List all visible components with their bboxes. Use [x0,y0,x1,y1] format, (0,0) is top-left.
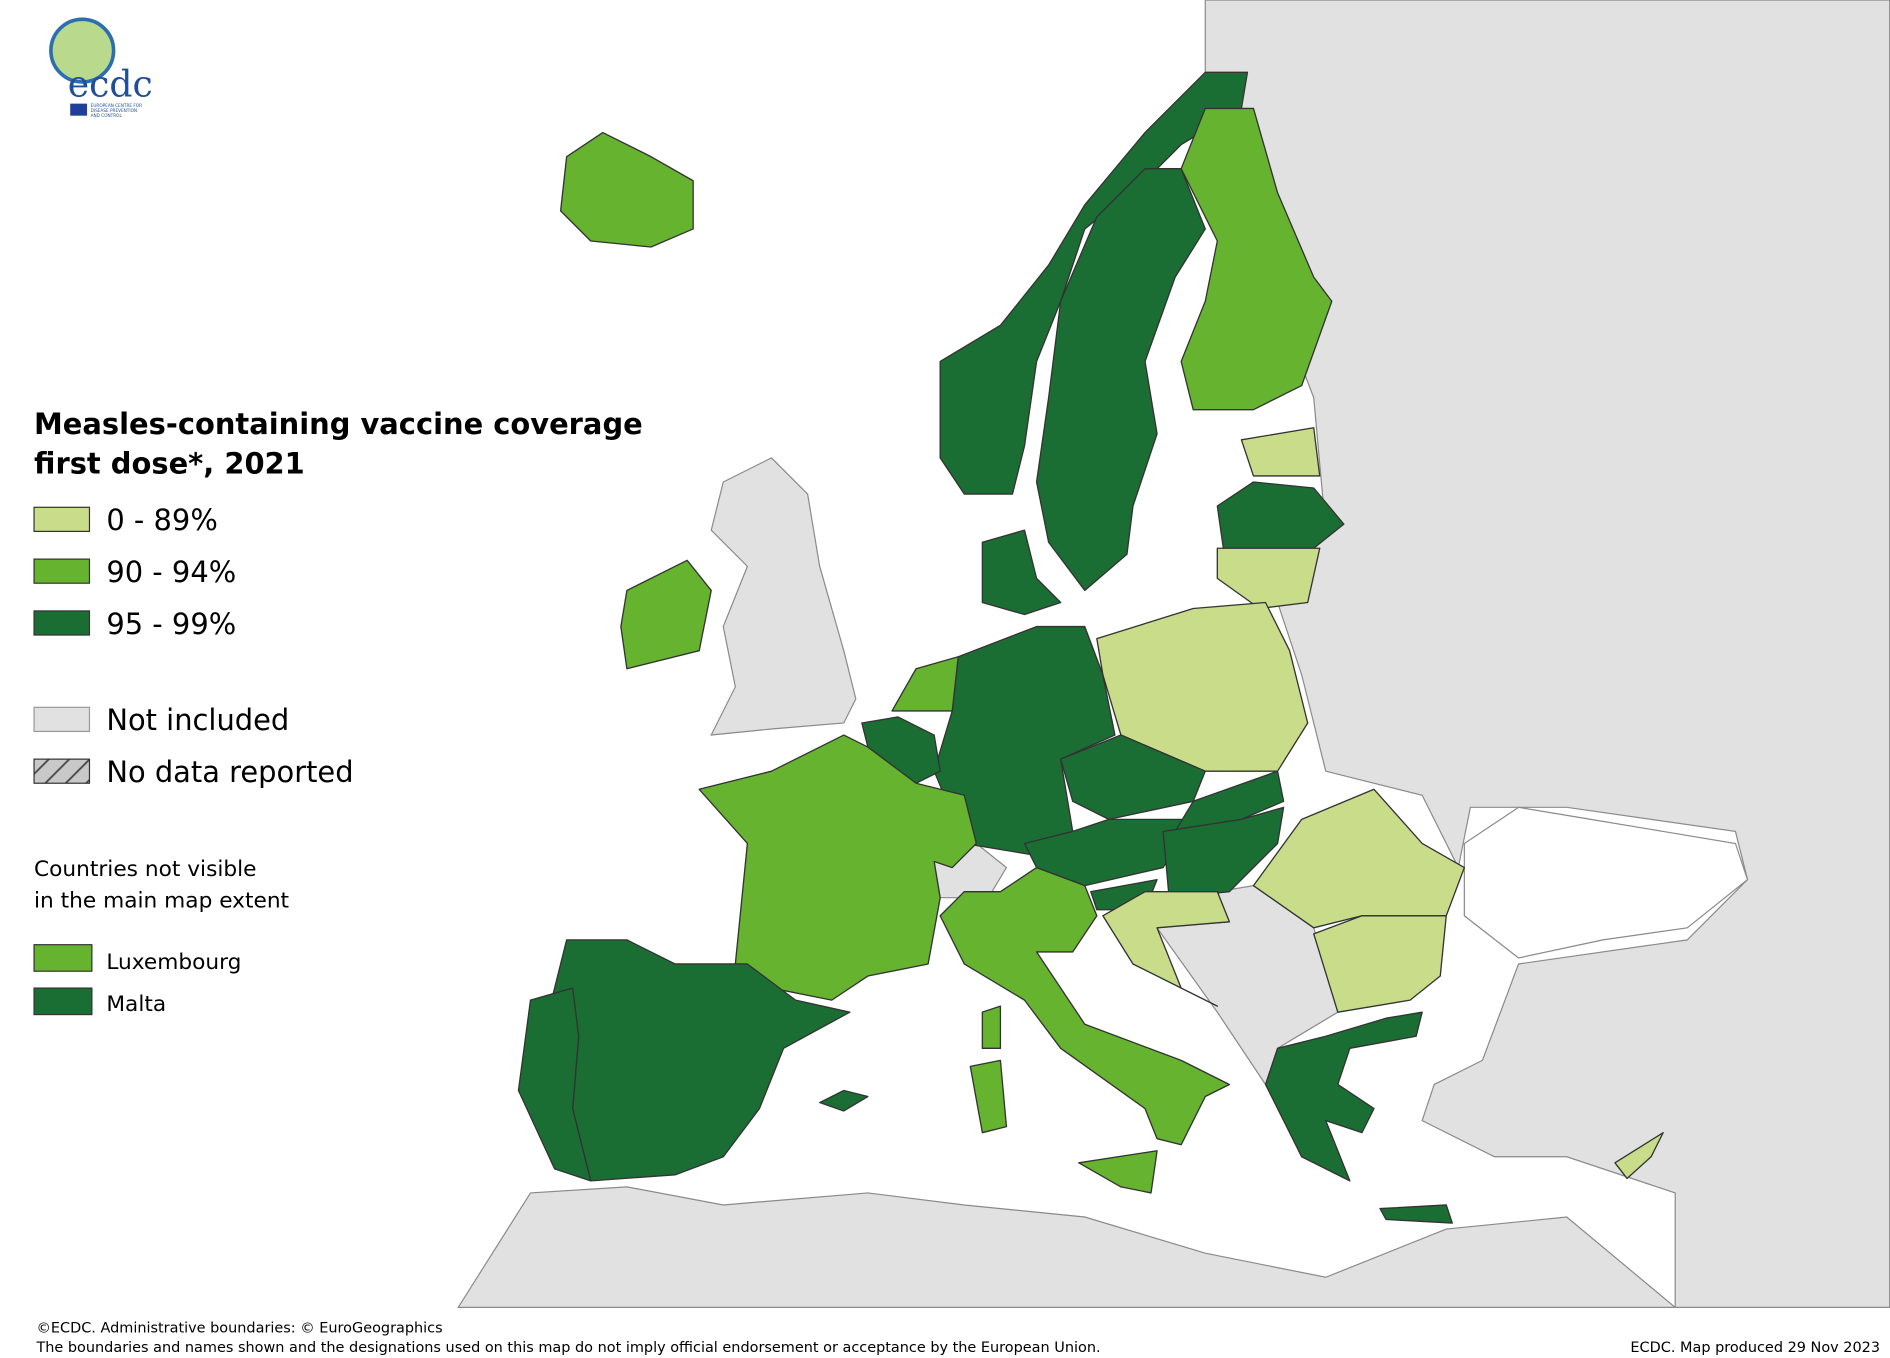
legend-title: Measles-containing vaccine coverage [34,407,643,441]
legend-swatch [33,506,91,532]
cyprus [1614,1132,1664,1180]
slovakia [1174,770,1285,833]
norway [939,71,1249,495]
legend-swatch-hatched [33,758,91,784]
sardinia [969,1059,1008,1134]
croatia [1102,891,1231,1007]
legend-swatch [33,558,91,584]
black-sea [1463,806,1749,959]
logo-text: ecdc [68,62,153,105]
greece [1264,1011,1423,1182]
corsica [981,1005,1002,1049]
footer: ©ECDC. Administrative boundaries: © Euro… [35,1321,1880,1356]
legend-swatch [33,944,93,972]
legend-swatch [33,610,91,636]
sicily [1078,1150,1158,1194]
map-area [457,0,1890,1308]
bulgaria [1313,915,1447,1013]
portugal [517,987,592,1182]
logo-subtitle: DISEASE PREVENTION [91,108,137,113]
legend-label: 0 - 89% [106,503,217,537]
ireland [620,559,712,670]
logo-subtitle: EUROPEAN CENTRE FOR [91,103,142,108]
italy [939,866,1231,1146]
balearic-islands [819,1089,869,1112]
netherlands [891,656,959,712]
legend-title: first dose*, 2021 [34,447,305,481]
lithuania [1216,547,1321,610]
logo-globe [49,17,116,84]
logo: ecdc EUROPEAN CENTRE FOR DISEASE PREVENT… [49,17,153,118]
footer-text: ECDC. Map produced 29 Nov 2023 [1630,1340,1880,1356]
united-kingdom [710,457,857,736]
legend-swatch [33,987,93,1016]
romania [1252,788,1466,929]
legend: Measles-containing vaccine coverage firs… [33,407,643,1017]
country-label: Luxembourg [106,950,241,975]
country-label: Malta [106,992,166,1017]
footer-text: ©ECDC. Administrative boundaries: © Euro… [36,1321,442,1337]
note-title: Countries not visible [34,857,256,882]
legend-label: 95 - 99% [106,607,236,641]
sweden [1035,168,1206,592]
north-africa [457,1186,1677,1308]
footer-text: The boundaries and names shown and the d… [35,1340,1100,1356]
logo-subtitle: AND CONTROL [91,113,123,118]
legend-label: No data reported [106,755,353,789]
legend-swatch [33,706,91,733]
legend-label: 90 - 94% [106,555,236,589]
legend-label: Not included [106,703,289,737]
denmark [981,529,1062,616]
estonia [1240,427,1321,477]
iceland [559,131,694,248]
note-title: in the main map extent [34,888,289,913]
finland [1180,107,1333,411]
eu-flag [70,103,88,116]
poland [1096,601,1309,772]
crete [1379,1204,1453,1224]
